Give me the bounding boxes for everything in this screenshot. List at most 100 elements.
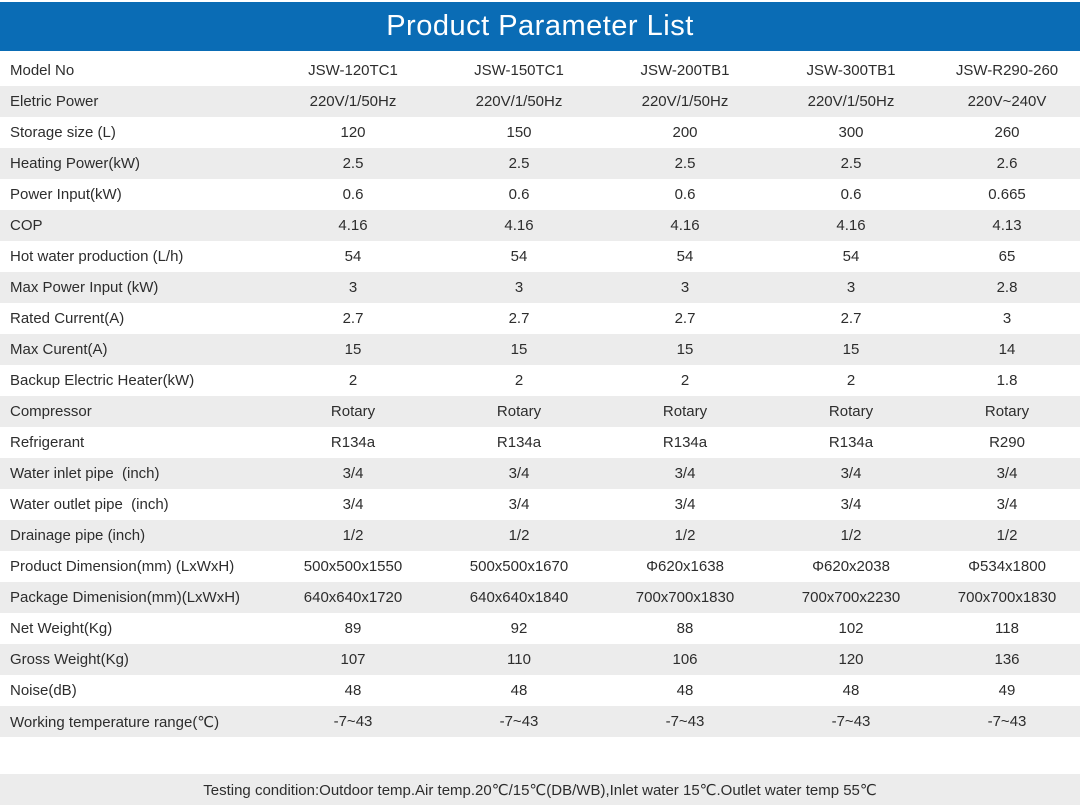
- cell-value: 15: [510, 341, 528, 358]
- row-label: Eletric Power: [10, 93, 99, 110]
- cell-value: 15: [842, 341, 860, 358]
- row-label: Max Curent(A): [10, 341, 108, 358]
- cell-value: R134a: [330, 434, 376, 451]
- cell-value: -7~43: [333, 713, 373, 730]
- cell-value: 2: [846, 372, 856, 389]
- cell-value: 0.6: [508, 186, 530, 203]
- cell-value: 3/4: [674, 496, 696, 513]
- cell-value: 3: [680, 279, 690, 296]
- table-row: Max Curent(A) 15 15 15 15 14: [0, 334, 1080, 365]
- table-row: Storage size (L) 120 150 200 300 260: [0, 117, 1080, 148]
- row-label: Product Dimension(mm) (LxWxH): [10, 558, 235, 575]
- row-label: Water inlet pipe (inch): [10, 465, 160, 482]
- cell-value: 4.16: [670, 217, 700, 234]
- cell-value: 0.6: [342, 186, 364, 203]
- cell-value: 54: [510, 248, 528, 265]
- cell-value: 220V/1/50Hz: [641, 93, 729, 110]
- page-title: Product Parameter List: [386, 10, 694, 42]
- cell-value: 1/2: [996, 527, 1018, 544]
- model-header: JSW-150TC1: [474, 62, 564, 79]
- cell-value: Rotary: [330, 403, 376, 420]
- cell-value: 2.5: [508, 155, 530, 172]
- cell-value: 3: [1002, 310, 1012, 327]
- row-label: Net Weight(Kg): [10, 620, 113, 637]
- cell-value: 107: [340, 651, 366, 668]
- cell-value: -7~43: [831, 713, 871, 730]
- cell-value: Rotary: [496, 403, 542, 420]
- table-row: Working temperature range(℃) -7~43 -7~43 -7…: [0, 706, 1080, 737]
- cell-value: 15: [344, 341, 362, 358]
- cell-value: 220V/1/50Hz: [475, 93, 563, 110]
- cell-value: 1.8: [996, 372, 1018, 389]
- row-label: Refrigerant: [10, 434, 85, 451]
- cell-value: 500x500x1550: [303, 558, 403, 575]
- cell-value: 65: [998, 248, 1016, 265]
- table-header-row: Model No JSW-120TC1 JSW-150TC1 JSW-200TB1 J…: [0, 55, 1080, 86]
- cell-value: 2.7: [508, 310, 530, 327]
- cell-value: 3/4: [674, 465, 696, 482]
- cell-value: 2.5: [342, 155, 364, 172]
- cell-value: -7~43: [665, 713, 705, 730]
- cell-value: 54: [344, 248, 362, 265]
- model-header: JSW-R290-260: [955, 62, 1059, 79]
- cell-value: 48: [676, 682, 694, 699]
- cell-value: 1/2: [508, 527, 530, 544]
- table-row: Gross Weight(Kg) 107 110 106 120 136: [0, 644, 1080, 675]
- cell-value: 200: [672, 124, 698, 141]
- cell-value: 2: [348, 372, 358, 389]
- cell-value: 48: [344, 682, 362, 699]
- table-row: Hot water production (L/h) 54 54 54 54 65: [0, 241, 1080, 272]
- cell-value: 118: [995, 620, 1019, 637]
- cell-value: 2.6: [996, 155, 1018, 172]
- cell-value: Φ620x2038: [812, 558, 890, 575]
- cell-value: 3: [846, 279, 856, 296]
- cell-value: 3/4: [342, 465, 364, 482]
- cell-value: 150: [506, 124, 532, 141]
- row-label: Working temperature range(℃): [10, 713, 220, 731]
- cell-value: 14: [998, 341, 1016, 358]
- cell-value: Φ534x1800: [968, 558, 1046, 575]
- model-no-header: Model No: [10, 62, 75, 79]
- cell-value: 2.7: [342, 310, 364, 327]
- cell-value: Rotary: [662, 403, 708, 420]
- cell-value: 92: [510, 620, 528, 637]
- cell-value: 3/4: [840, 465, 862, 482]
- cell-value: 136: [994, 651, 1020, 668]
- table-row: Heating Power(kW) 2.5 2.5 2.5 2.5 2.6: [0, 148, 1080, 179]
- title-bar: Product Parameter List: [0, 2, 1080, 51]
- cell-value: 15: [676, 341, 694, 358]
- row-label: Drainage pipe (inch): [10, 527, 146, 544]
- testing-condition-text: Testing condition:Outdoor temp.Air temp.…: [203, 781, 877, 799]
- table-row: Refrigerant R134a R134a R134a R134a R290: [0, 427, 1080, 458]
- parameter-table: Model No JSW-120TC1 JSW-150TC1 JSW-200TB1 J…: [0, 55, 1080, 737]
- table-row: Eletric Power 220V/1/50Hz 220V/1/50Hz 220V/…: [0, 86, 1080, 117]
- row-label: Backup Electric Heater(kW): [10, 372, 195, 389]
- cell-value: 106: [672, 651, 698, 668]
- cell-value: R134a: [828, 434, 874, 451]
- cell-value: 300: [838, 124, 864, 141]
- table-row: Package Dimenision(mm)(LxWxH) 640x640x172…: [0, 582, 1080, 613]
- cell-value: R134a: [662, 434, 708, 451]
- cell-value: 48: [510, 682, 528, 699]
- row-label: Gross Weight(Kg): [10, 651, 129, 668]
- cell-value: 220V~240V: [967, 93, 1047, 110]
- table-row: Power Input(kW) 0.6 0.6 0.6 0.6 0.665: [0, 179, 1080, 210]
- cell-value: 120: [838, 651, 864, 668]
- cell-value: 3/4: [342, 496, 364, 513]
- cell-value: 49: [998, 682, 1016, 699]
- cell-value: 4.16: [338, 217, 368, 234]
- row-label: COP: [10, 217, 43, 234]
- row-label: Compressor: [10, 403, 92, 420]
- cell-value: 3/4: [840, 496, 862, 513]
- table-row: Product Dimension(mm) (LxWxH) 500x500x155…: [0, 551, 1080, 582]
- table-row: COP 4.16 4.16 4.16 4.16 4.13: [0, 210, 1080, 241]
- cell-value: 3: [348, 279, 358, 296]
- cell-value: 2.8: [996, 279, 1018, 296]
- cell-value: 3/4: [508, 465, 530, 482]
- cell-value: 0.665: [988, 186, 1026, 203]
- table-row: Compressor Rotary Rotary Rotary Rotary Rotary: [0, 396, 1080, 427]
- row-label: Package Dimenision(mm)(LxWxH): [10, 589, 241, 606]
- row-label: Max Power Input (kW): [10, 279, 159, 296]
- cell-value: 4.13: [992, 217, 1022, 234]
- cell-value: 102: [838, 620, 864, 637]
